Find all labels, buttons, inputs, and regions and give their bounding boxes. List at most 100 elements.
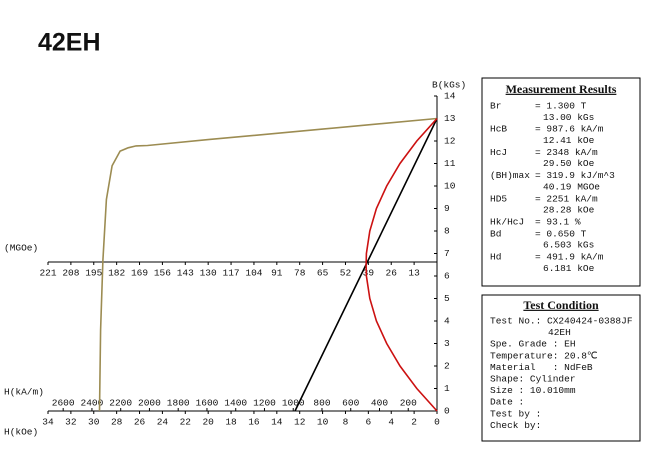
x-tick-label: 18 xyxy=(225,417,237,428)
test-panel xyxy=(481,294,641,442)
x2-tick-label: 800 xyxy=(313,398,330,409)
result-label: Bd xyxy=(490,228,501,239)
result-value: = 319.9 kJ/m^3 xyxy=(535,170,615,181)
x-axis-label: H(kOe) xyxy=(4,427,38,438)
x3-tick-label: 13 xyxy=(408,268,420,279)
x-tick-label: 24 xyxy=(157,417,169,428)
x2-tick-label: 400 xyxy=(371,398,388,409)
test-line: Temperature: 20.8℃ xyxy=(490,350,598,361)
result-value: = 2348 kA/m xyxy=(535,147,598,158)
x3-tick-label: 39 xyxy=(363,268,375,279)
x3-tick-label: 117 xyxy=(223,268,240,279)
x3-tick-label: 143 xyxy=(177,268,194,279)
x3-tick-label: 65 xyxy=(317,268,329,279)
x3-tick-label: 208 xyxy=(62,268,79,279)
x3-tick-label: 169 xyxy=(131,268,148,279)
x3-tick-label: 182 xyxy=(108,268,125,279)
result-label: Br xyxy=(490,101,501,112)
y-tick-label: 2 xyxy=(444,361,450,372)
curve xyxy=(365,117,438,412)
x-tick-label: 8 xyxy=(343,417,349,428)
test-line: Check by: xyxy=(490,420,541,431)
y-tick-label: 10 xyxy=(444,181,456,192)
x2-tick-label: 1800 xyxy=(167,398,190,409)
y-tick-label: 12 xyxy=(444,136,456,147)
x3-tick-label: 221 xyxy=(39,268,56,279)
x-tick-label: 10 xyxy=(317,417,329,428)
x-tick-label: 28 xyxy=(111,417,123,428)
y-tick-label: 0 xyxy=(444,406,450,417)
panel-title: Measurement Results xyxy=(506,82,617,96)
x-tick-label: 4 xyxy=(388,417,394,428)
x-tick-label: 20 xyxy=(202,417,214,428)
x3-tick-label: 156 xyxy=(154,268,171,279)
x2-tick-label: 1000 xyxy=(282,398,305,409)
result-label: Hd xyxy=(490,252,501,263)
y-tick-label: 11 xyxy=(444,158,456,169)
x2-tick-label: 2200 xyxy=(109,398,132,409)
result-value: 6.181 kOe xyxy=(543,263,595,274)
x2-axis-label: H(kA/m) xyxy=(4,387,44,398)
y-tick-label: 3 xyxy=(444,338,450,349)
test-line: Test by : xyxy=(490,408,541,419)
test-line: Material : NdFeB xyxy=(490,362,593,373)
test-line: Shape: Cylinder xyxy=(490,374,576,385)
result-value: = 93.1 % xyxy=(535,217,581,228)
x3-tick-label: 26 xyxy=(386,268,398,279)
result-label: HcB xyxy=(490,124,507,135)
x-tick-label: 32 xyxy=(65,417,77,428)
result-value: 6.503 kGs xyxy=(543,240,594,251)
x-tick-label: 34 xyxy=(42,417,54,428)
x-tick-label: 30 xyxy=(88,417,100,428)
y-tick-label: 9 xyxy=(444,203,450,214)
x3-axis-label: (MGOe) xyxy=(4,243,38,254)
curve xyxy=(98,117,438,412)
x-tick-label: 2 xyxy=(411,417,417,428)
y-tick-label: 8 xyxy=(444,226,450,237)
x-tick-label: 22 xyxy=(180,417,192,428)
y-tick-label: 14 xyxy=(444,91,456,102)
result-value: = 491.9 kA/m xyxy=(535,252,604,263)
y-tick-label: 5 xyxy=(444,293,450,304)
x2-tick-label: 1400 xyxy=(224,398,247,409)
x-tick-label: 0 xyxy=(434,417,440,428)
x-tick-label: 14 xyxy=(271,417,283,428)
result-label: HcJ xyxy=(490,147,507,158)
chart-title: 42EH xyxy=(38,29,101,57)
result-value: = 987.6 kA/m xyxy=(535,124,604,135)
x2-tick-label: 600 xyxy=(342,398,359,409)
test-line: 42EH xyxy=(548,327,571,338)
x2-tick-label: 2400 xyxy=(81,398,104,409)
x3-tick-label: 78 xyxy=(294,268,306,279)
result-value: 12.41 kOe xyxy=(543,135,595,146)
result-label: Hk/HcJ xyxy=(490,217,524,228)
result-value: = 2251 kA/m xyxy=(535,193,598,204)
x2-tick-label: 2000 xyxy=(138,398,161,409)
x2-tick-label: 1600 xyxy=(196,398,219,409)
x-tick-label: 12 xyxy=(294,417,306,428)
x2-tick-label: 2600 xyxy=(52,398,75,409)
y-tick-label: 4 xyxy=(444,316,450,327)
y-tick-label: 6 xyxy=(444,271,450,282)
test-line: Size : 10.010mm xyxy=(490,385,576,396)
x-tick-label: 6 xyxy=(366,417,372,428)
result-value: 40.19 MGOe xyxy=(543,181,600,192)
panel-title: Test Condition xyxy=(523,298,599,312)
y-tick-label: 13 xyxy=(444,113,456,124)
x3-tick-label: 104 xyxy=(245,268,262,279)
result-value: = 1.300 T xyxy=(535,101,587,112)
result-value: = 0.650 T xyxy=(535,228,587,239)
x3-tick-label: 130 xyxy=(200,268,217,279)
result-label: HD5 xyxy=(490,193,507,204)
y-tick-label: 7 xyxy=(444,248,450,259)
result-label: (BH)max xyxy=(490,170,530,181)
test-line: Spe. Grade : EH xyxy=(490,339,576,350)
x3-tick-label: 52 xyxy=(340,268,352,279)
x3-tick-label: 195 xyxy=(85,268,102,279)
x-tick-label: 26 xyxy=(134,417,146,428)
x-tick-label: 16 xyxy=(248,417,260,428)
x2-tick-label: 1200 xyxy=(253,398,276,409)
result-value: 28.28 kOe xyxy=(543,205,595,216)
